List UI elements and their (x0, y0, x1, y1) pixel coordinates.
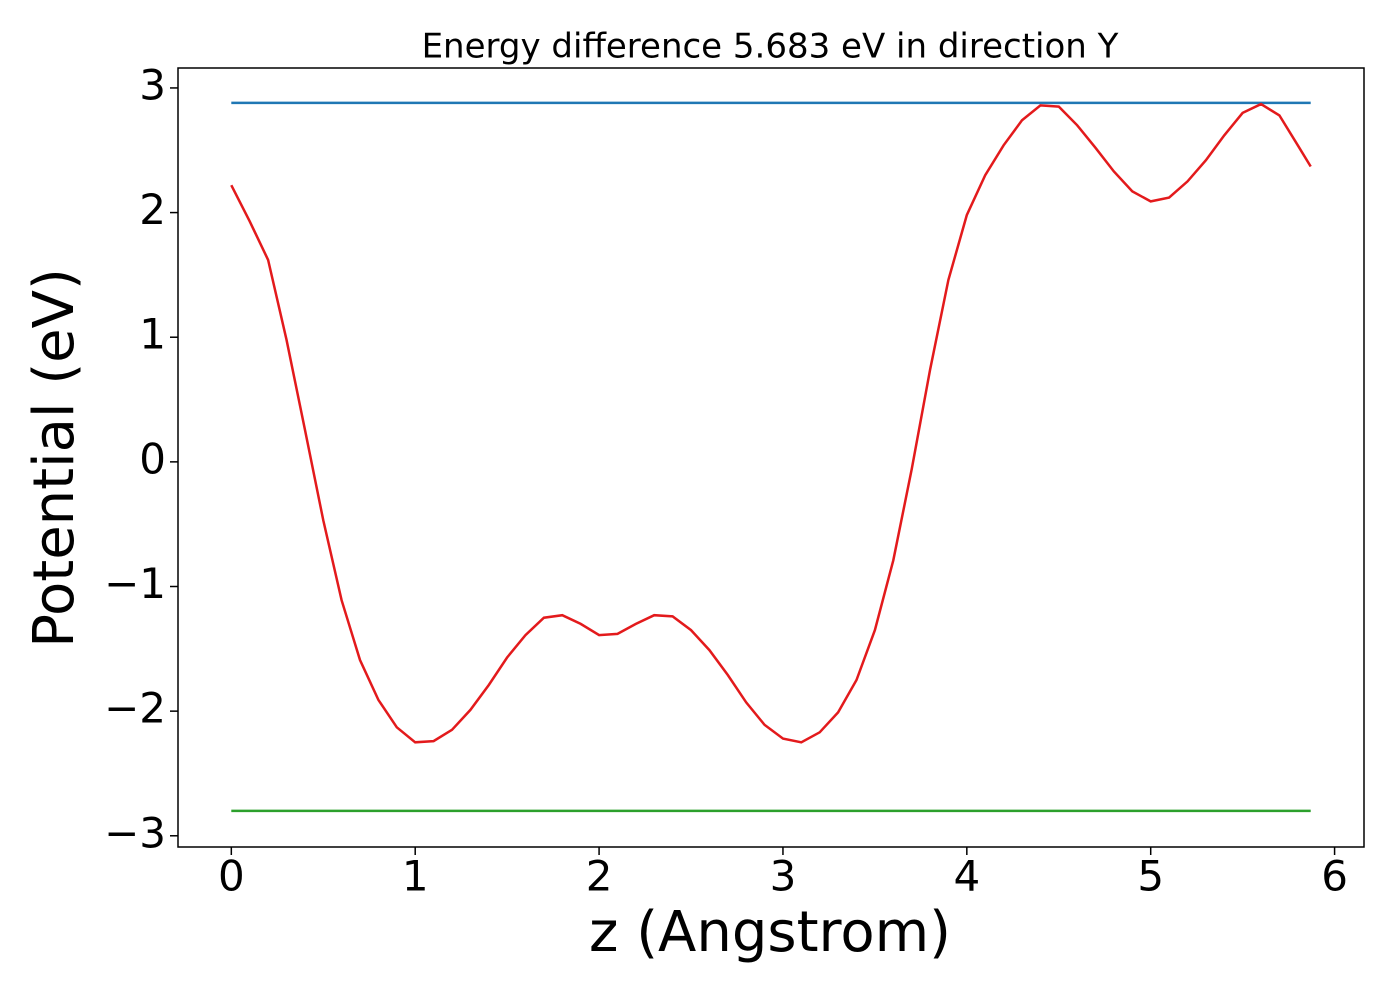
line-series (230, 102, 1312, 744)
y-tick-label: −1 (104, 559, 166, 608)
y-axis-label: Potential (eV) (22, 268, 87, 648)
y-tick-label: −2 (104, 684, 166, 733)
chart-title: Energy difference 5.683 eV in direction … (422, 27, 1119, 67)
x-tick-label: 3 (770, 852, 797, 901)
x-tick-label: 5 (1137, 852, 1164, 901)
y-tick-label: 1 (139, 310, 166, 359)
x-tick-label: 1 (402, 852, 429, 901)
y-tick-label: −3 (104, 808, 166, 857)
x-tick-label: 2 (586, 852, 613, 901)
x-axis-label: z (Angstrom) (589, 900, 951, 965)
y-tick-label: 3 (139, 60, 166, 109)
y-tick-label: 0 (139, 434, 166, 483)
x-tick-label: 4 (953, 852, 980, 901)
x-tick-label: 0 (218, 852, 245, 901)
x-tick-label: 6 (1321, 852, 1348, 901)
y-tick-label: 2 (139, 185, 166, 234)
plot-frame (177, 67, 1365, 848)
